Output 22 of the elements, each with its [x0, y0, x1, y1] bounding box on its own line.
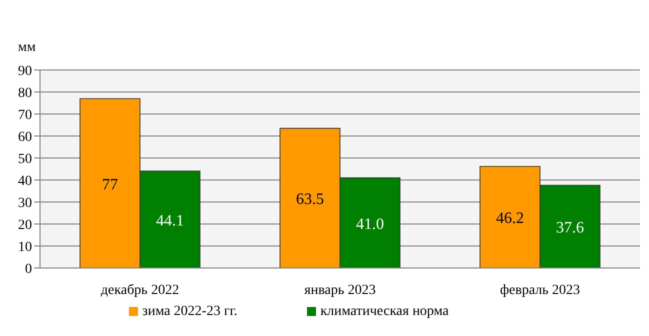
x-tick-label: февраль 2023 — [500, 282, 580, 298]
x-tick-label: декабрь 2022 — [100, 282, 180, 298]
y-tick-label: 30 — [18, 196, 32, 211]
y-tick-label: 0 — [25, 262, 32, 277]
data-label: 41.0 — [356, 216, 384, 233]
x-tick-label: январь 2023 — [304, 282, 376, 298]
y-tick-label: 80 — [18, 86, 32, 101]
y-tick-label: 90 — [18, 64, 32, 79]
data-label: 77 — [102, 176, 118, 194]
legend-label: зима 2022-23 гг. — [142, 304, 238, 319]
y-tick-label: 40 — [18, 174, 32, 189]
y-axis-title: мм — [18, 40, 36, 56]
y-tick-label: 20 — [18, 218, 32, 233]
y-tick-label: 10 — [18, 240, 32, 255]
data-label: 63.5 — [296, 191, 324, 208]
data-label: 37.6 — [556, 220, 584, 237]
legend-label: климатическая норма — [320, 304, 449, 319]
data-label: 44.1 — [156, 212, 184, 230]
y-tick-label: 60 — [18, 130, 32, 145]
data-label: 46.2 — [496, 210, 524, 228]
y-tick-label: 70 — [18, 108, 32, 123]
y-tick-label: 50 — [18, 152, 32, 167]
